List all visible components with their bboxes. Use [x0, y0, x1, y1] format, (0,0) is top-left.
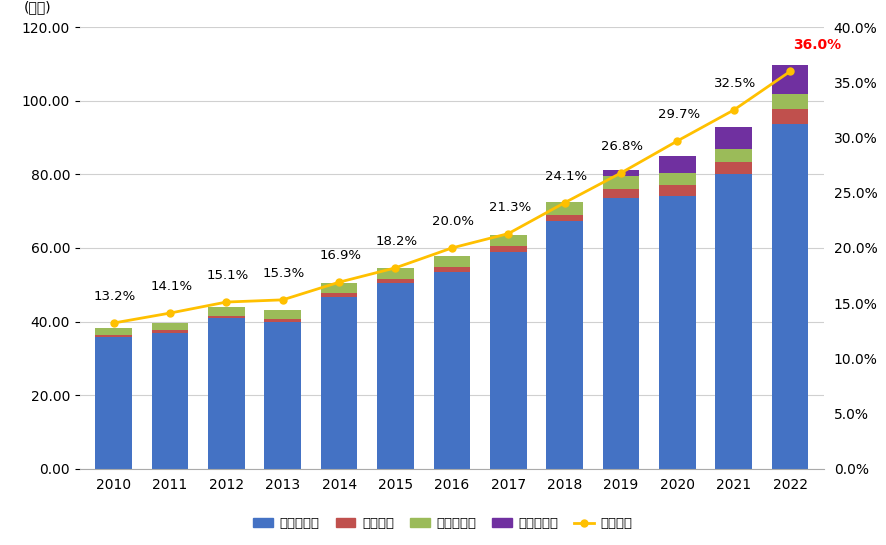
Bar — [377, 282, 414, 469]
Text: 14.1%: 14.1% — [151, 280, 192, 293]
Text: 21.3%: 21.3% — [488, 201, 531, 214]
Bar — [264, 322, 301, 469]
Bar — [490, 235, 526, 246]
決済比率 — [165, 310, 175, 316]
決済比率 — [672, 138, 683, 144]
Bar — [95, 335, 132, 337]
決済比率 — [390, 264, 400, 271]
Bar — [208, 316, 245, 318]
Bar — [490, 246, 526, 252]
Text: 29.7%: 29.7% — [657, 108, 700, 121]
Bar — [433, 256, 470, 267]
Bar — [715, 161, 752, 174]
Text: 20.0%: 20.0% — [432, 215, 474, 228]
Text: 36.0%: 36.0% — [793, 38, 841, 52]
Bar — [152, 323, 188, 330]
Bar — [602, 175, 640, 190]
Bar — [715, 174, 752, 469]
Line: 決済比率: 決済比率 — [110, 68, 794, 326]
Bar — [602, 198, 640, 469]
決済比率 — [728, 107, 739, 113]
Bar — [264, 310, 301, 319]
Text: 32.5%: 32.5% — [714, 77, 757, 90]
Text: 16.9%: 16.9% — [319, 249, 361, 262]
Bar — [152, 332, 188, 469]
Bar — [772, 65, 808, 94]
Bar — [547, 202, 583, 215]
Text: (兆円): (兆円) — [24, 0, 51, 14]
Bar — [490, 252, 526, 469]
決済比率 — [503, 231, 514, 237]
Bar — [659, 196, 696, 469]
Text: 26.8%: 26.8% — [602, 140, 643, 153]
Bar — [715, 149, 752, 161]
Bar — [152, 330, 188, 332]
決済比率 — [108, 320, 119, 326]
Bar — [772, 94, 808, 109]
決済比率 — [221, 299, 231, 305]
Bar — [264, 319, 301, 322]
決済比率 — [559, 199, 570, 206]
Bar — [715, 126, 752, 149]
Bar — [602, 170, 640, 175]
Bar — [547, 221, 583, 469]
Bar — [95, 328, 132, 335]
Bar — [208, 318, 245, 469]
Text: 24.1%: 24.1% — [545, 170, 587, 183]
Bar — [602, 190, 640, 198]
Bar — [772, 109, 808, 124]
決済比率 — [277, 296, 288, 303]
Bar — [321, 293, 357, 296]
決済比率 — [447, 245, 457, 251]
決済比率 — [616, 169, 626, 176]
Text: 15.1%: 15.1% — [206, 269, 249, 282]
Text: 13.2%: 13.2% — [94, 290, 136, 303]
Bar — [377, 268, 414, 278]
Legend: クレジット, デビット, 電子マネー, コード決済, 決済比率: クレジット, デビット, 電子マネー, コード決済, 決済比率 — [248, 512, 638, 536]
Bar — [208, 307, 245, 316]
Bar — [95, 337, 132, 469]
Bar — [547, 215, 583, 221]
Bar — [377, 278, 414, 282]
Bar — [321, 283, 357, 293]
決済比率 — [334, 279, 345, 286]
決済比率 — [785, 68, 796, 75]
Bar — [659, 173, 696, 185]
Text: 18.2%: 18.2% — [376, 235, 418, 248]
Bar — [321, 296, 357, 469]
Bar — [433, 267, 470, 271]
Bar — [659, 185, 696, 196]
Text: 15.3%: 15.3% — [263, 267, 306, 280]
Bar — [659, 156, 696, 173]
Bar — [772, 124, 808, 469]
Bar — [433, 271, 470, 469]
